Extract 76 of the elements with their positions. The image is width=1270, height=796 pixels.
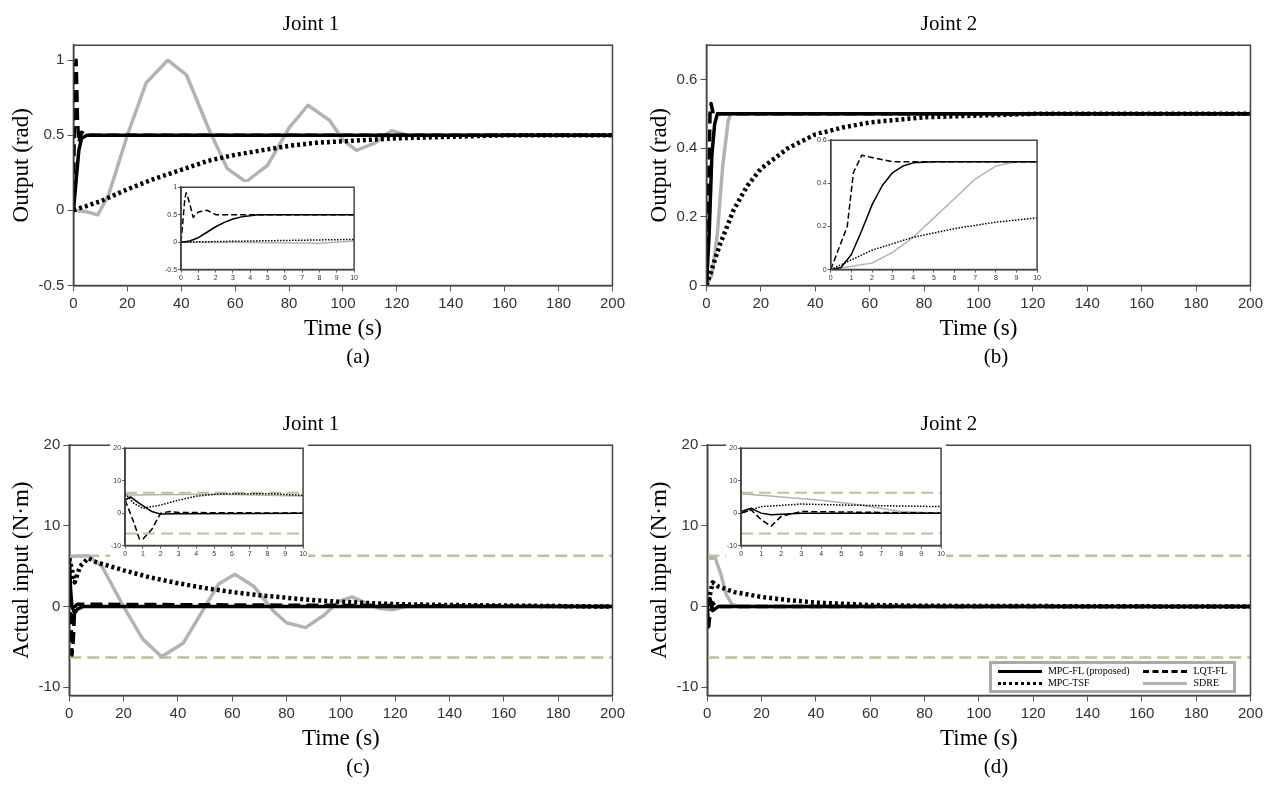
x-tick-label: 0 <box>703 703 712 721</box>
text: (d) <box>982 753 1010 779</box>
x-tick-label: 160 <box>491 703 517 721</box>
x-tick-label: 0 <box>69 293 78 311</box>
y-tick-label: 1 <box>56 50 65 68</box>
x-tick-label: 100 <box>965 293 991 311</box>
text: (c) <box>345 753 371 779</box>
legend-label: SDRE <box>1193 677 1220 689</box>
y-tick-label: 10 <box>43 516 61 534</box>
x-tick-label: 200 <box>1237 293 1263 311</box>
x-tick-label: 40 <box>806 293 824 311</box>
x-tick-label: 0 <box>702 293 711 311</box>
x-axis-title: Time (s) <box>939 315 1018 341</box>
x-tick-label: 180 <box>546 293 572 311</box>
x-tick-label: 120 <box>382 703 408 721</box>
y-tick-label: 20 <box>681 435 699 453</box>
x-axis-title: Time (s) <box>302 725 380 751</box>
x-tick-label: 200 <box>1237 703 1263 721</box>
x-tick-label: 40 <box>169 703 187 721</box>
x-tick-label: 140 <box>437 703 463 721</box>
x-tick-label: 20 <box>753 703 770 721</box>
x-tick-label: 140 <box>1074 293 1100 311</box>
x-tick-label: 140 <box>438 293 464 311</box>
x-tick-label: 160 <box>492 293 518 311</box>
x-tick-label: 60 <box>861 293 879 311</box>
y-tick-label: 0.2 <box>676 206 698 224</box>
y-tick-label: 0.4 <box>676 138 698 156</box>
x-tick-label: 80 <box>915 293 933 311</box>
chart-title: Joint 2 <box>920 11 978 36</box>
y-tick-label: 0.5 <box>43 125 65 143</box>
x-tick-label: 160 <box>1129 703 1155 721</box>
x-tick-label: 180 <box>1183 703 1209 721</box>
chart-title: Joint 2 <box>920 411 978 436</box>
x-tick-label: 80 <box>278 703 295 721</box>
x-tick-label: 180 <box>545 703 571 721</box>
y-axis-title: Output (rad) <box>645 108 671 223</box>
y-tick-label: -10 <box>676 677 699 695</box>
x-tick-label: 200 <box>599 703 625 721</box>
y-tick-label: 10 <box>681 516 699 534</box>
x-tick-label: 60 <box>226 293 244 311</box>
y-tick-label: -10 <box>38 677 61 695</box>
x-axis-title: Time (s) <box>940 725 1018 751</box>
x-tick-label: 100 <box>330 293 356 311</box>
y-tick-label: 0 <box>689 596 699 614</box>
y-tick-label: 0 <box>56 200 65 218</box>
y-axis-title: Actual input (N·m) <box>7 481 33 660</box>
x-tick-label: 40 <box>172 293 190 311</box>
x-tick-label: 60 <box>223 703 241 721</box>
chart-title: Joint 1 <box>282 411 340 436</box>
x-tick-label: 180 <box>1183 293 1209 311</box>
x-tick-label: 140 <box>1075 703 1101 721</box>
x-tick-label: 100 <box>966 703 992 721</box>
y-tick-label: 0.6 <box>676 69 698 87</box>
x-tick-label: 120 <box>384 293 410 311</box>
x-tick-label: 120 <box>1020 293 1046 311</box>
x-tick-label: 200 <box>599 293 625 311</box>
y-axis-title: Actual input (N·m) <box>645 481 671 660</box>
x-tick-label: 80 <box>280 293 298 311</box>
chart-title: Joint 1 <box>282 11 340 36</box>
x-tick-label: 40 <box>807 703 825 721</box>
x-tick-label: 80 <box>916 703 933 721</box>
legend-label: LQT-FL <box>1193 665 1227 677</box>
text: (a) <box>345 343 371 369</box>
legend-label: MPC-TSF <box>1047 677 1090 689</box>
x-tick-label: 160 <box>1129 293 1155 311</box>
y-tick-label: -0.5 <box>38 275 65 293</box>
x-tick-label: 100 <box>328 703 354 721</box>
x-tick-label: 60 <box>861 703 879 721</box>
legend-label: MPC-FL (proposed) <box>1047 665 1130 677</box>
text: (b) <box>982 343 1010 369</box>
x-axis-title: Time (s) <box>304 315 382 341</box>
y-tick-label: 0 <box>51 596 61 614</box>
y-tick-label: 20 <box>43 435 61 453</box>
y-axis-title: Output (rad) <box>7 108 33 223</box>
x-tick-label: 120 <box>1020 703 1046 721</box>
x-tick-label: 20 <box>752 293 770 311</box>
